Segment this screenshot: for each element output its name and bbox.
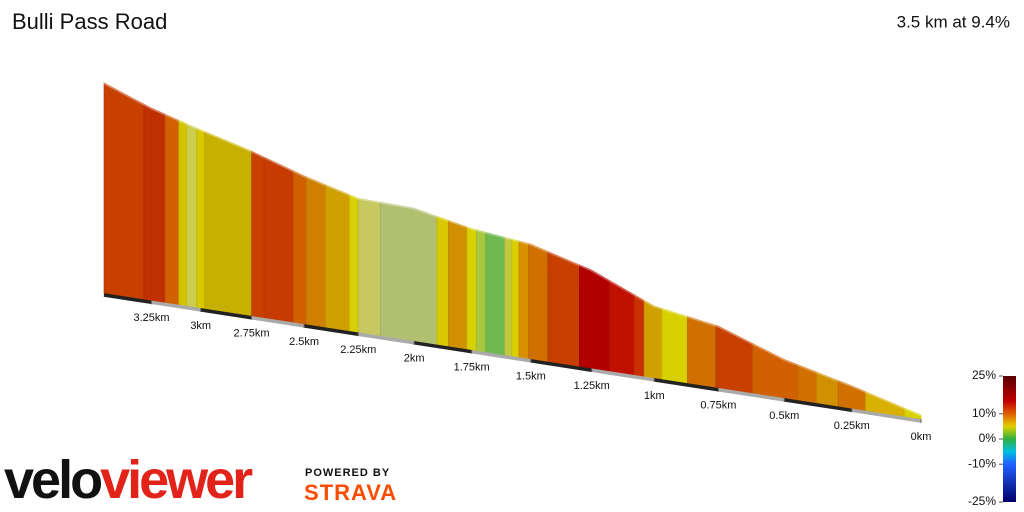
baseline-band [251,316,305,328]
x-tick-label: 3.25km [133,312,169,324]
chart-title: Bulli Pass Road [12,9,167,34]
gradient-segment [643,299,663,381]
gradient-segment [511,238,520,359]
baseline-band [784,398,853,413]
gradient-segment [263,156,294,324]
x-tick-label: 2km [404,353,425,365]
gradient-segment [687,315,717,389]
gradient-segment [357,197,381,337]
colorbar-tick-label: -10% [968,456,996,470]
strava-logo: STRAVA [304,480,397,505]
x-tick-label: 2.5km [289,336,319,348]
colorbar-axis: 25% 10% 0% -10% -25% [968,368,1003,508]
x-tick-label: 1.5km [516,371,546,383]
gradient-segment [196,127,206,310]
gradient-segment [380,201,438,346]
x-tick-label: 0km [911,431,932,443]
gradient-segment [103,82,145,301]
gradient-segment [661,307,688,385]
gradient-segment [547,250,580,368]
gradient-segment [436,215,449,348]
gradient-segment [608,279,635,377]
gradient-segment [349,194,359,334]
logo-part: velo [4,450,101,510]
baseline-band [653,378,719,392]
gradient-segment [186,123,198,309]
x-tick-label: 1km [644,390,665,402]
plot: 3.25km 3km 2.75km 2.5km 2.25km 2km 1.75km 1.5km… [103,81,932,443]
colorbar-tick-label: -25% [968,494,996,508]
baseline-band [303,324,359,336]
gradient-segment [504,236,513,358]
gradient-segment [466,226,477,352]
powered-by: POWERED BY [305,467,390,479]
x-tick-label: 0.25km [834,420,870,432]
baseline-band [718,388,785,402]
baseline-band [530,359,592,372]
logo-part: viewer [100,450,253,510]
gradient-segment [325,184,350,333]
colorbar-tick-label: 25% [972,368,996,382]
gradient-segment [293,170,307,326]
summary: 3.5 km at 9.4% [897,12,1010,31]
baseline-band [851,408,922,423]
baseline-band [103,293,152,305]
x-tick-label: 0.5km [769,410,799,422]
gradient-segment [251,150,265,320]
x-tick-label: 0.75km [700,400,736,412]
gradient-segment [752,342,798,402]
gradient-segment [528,242,549,363]
gradient-segment [579,264,610,373]
profile-line [103,81,922,417]
baseline-band [358,332,415,345]
colorbar [1003,376,1016,502]
x-tick-label: 3km [190,320,211,332]
gradient-segment [476,229,487,354]
gradient-segment [448,219,468,351]
x-tick-label: 1.75km [454,362,490,374]
baseline-band [471,349,532,363]
gradient-segment [485,231,505,357]
x-tick-label: 2.75km [234,328,270,340]
gradient-segment [143,103,166,304]
logo: veloviewer [4,450,253,510]
gradient-segment [178,119,188,308]
x-tick-label: 2.25km [340,344,376,356]
colorbar-tick-label: 0% [979,431,997,445]
gradient-segment [305,176,326,329]
x-tick-label: 1.25km [574,380,610,392]
gradient-segment [204,130,252,318]
baseline-band [591,368,655,382]
gradient-segment [633,293,645,378]
baseline-band [151,300,201,312]
gradient-segment [164,113,180,306]
baseline-band [413,341,472,354]
colorbar-tick-label: 10% [972,406,996,420]
baseline-band [200,308,252,320]
gradient-segment [518,240,529,360]
